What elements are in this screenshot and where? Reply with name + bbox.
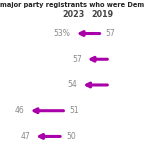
Text: 51: 51 [70,106,79,115]
Text: 54: 54 [68,81,77,90]
Text: 50: 50 [66,132,76,141]
Text: 53%: 53% [54,29,71,38]
Text: 47: 47 [20,132,30,141]
Text: major party registrants who were Dem: major party registrants who were Dem [0,2,145,8]
Text: 57: 57 [106,29,116,38]
Text: 46: 46 [15,106,25,115]
Text: 2023: 2023 [63,10,85,19]
Text: 57: 57 [72,55,82,64]
Text: 2019: 2019 [91,10,114,19]
